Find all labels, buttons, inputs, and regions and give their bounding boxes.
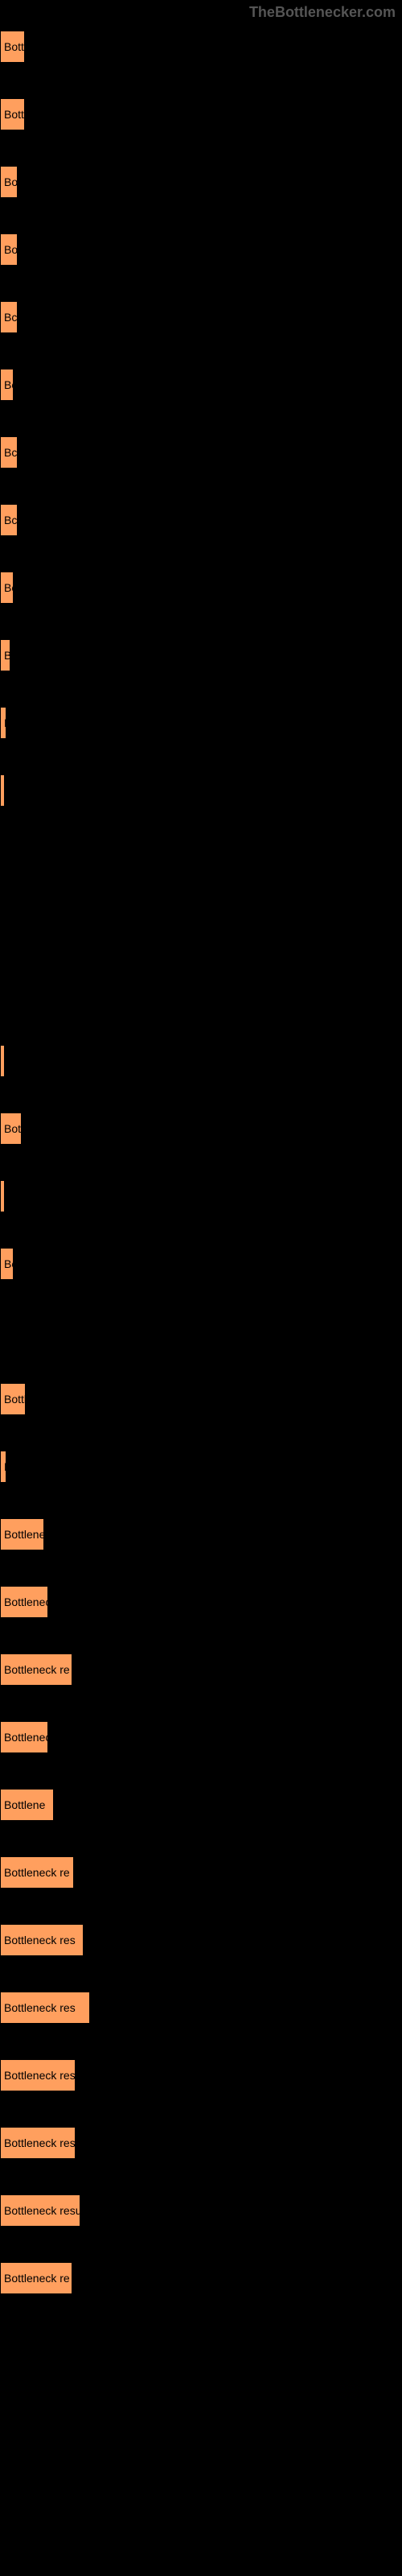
bar: Bottle bbox=[0, 1383, 26, 1415]
bar-label: Bottleneck resu bbox=[4, 2136, 76, 2149]
bar-label: Bott bbox=[4, 1122, 22, 1135]
bar: B bbox=[0, 707, 6, 739]
bar-label: Bc bbox=[4, 378, 14, 391]
bar-row: Bottlene bbox=[0, 1782, 402, 1827]
bar-label: B bbox=[4, 716, 6, 729]
bar-row: Bc bbox=[0, 1241, 402, 1286]
bar-row: Bottleneck re bbox=[0, 2256, 402, 2301]
bar-row bbox=[0, 1174, 402, 1219]
bar: Bottleneck resu bbox=[0, 2127, 76, 2159]
bar bbox=[0, 774, 5, 807]
bar-label: Bo bbox=[4, 243, 18, 256]
bar-row: Bo bbox=[0, 159, 402, 204]
bar-row bbox=[0, 903, 402, 948]
bar-label: Bottleneck resu bbox=[4, 2204, 80, 2217]
bar-row: Bottleneck bbox=[0, 1715, 402, 1760]
bar-label: Bc bbox=[4, 311, 17, 324]
bar-label: Bottleneck res bbox=[4, 1934, 76, 1946]
bar: Bc bbox=[0, 572, 14, 604]
bar-label: Bc bbox=[4, 581, 14, 594]
bar: Bottlenec bbox=[0, 1518, 44, 1550]
bar: Bottleneck resu bbox=[0, 2059, 76, 2091]
bar: Bottleneck res bbox=[0, 1924, 84, 1956]
bar: Bottl bbox=[0, 98, 25, 130]
bar: B bbox=[0, 1451, 6, 1483]
bar: Bottleneck bbox=[0, 1586, 48, 1618]
bar-row: Bottlenec bbox=[0, 1512, 402, 1557]
bar-row bbox=[0, 1309, 402, 1354]
bar-label: Bottle bbox=[4, 1393, 26, 1406]
bar-label: Bottlene bbox=[4, 1798, 45, 1811]
bar-label: Bottleneck re bbox=[4, 1866, 70, 1879]
bar: Bottleneck re bbox=[0, 2262, 72, 2294]
bar-label: Bottleneck bbox=[4, 1596, 48, 1608]
bar: B bbox=[0, 639, 10, 671]
bar-row: Bott bbox=[0, 1106, 402, 1151]
bar bbox=[0, 1045, 5, 1077]
bar-row: B bbox=[0, 1444, 402, 1489]
bar-row: Bc bbox=[0, 497, 402, 543]
bar-label: Bc bbox=[4, 1257, 14, 1270]
bar: Bottleneck res bbox=[0, 1992, 90, 2024]
bar-row bbox=[0, 836, 402, 881]
bar-label: Bo bbox=[4, 175, 18, 188]
bar-label: Bottleneck re bbox=[4, 1663, 70, 1676]
bar-row: Bc bbox=[0, 565, 402, 610]
bar: Bo bbox=[0, 166, 18, 198]
bar-label: B bbox=[4, 649, 10, 662]
bar-label: Bottleneck res bbox=[4, 2001, 76, 2014]
bar-row: B bbox=[0, 633, 402, 678]
bar-row: Bottle bbox=[0, 1377, 402, 1422]
bar-row: B bbox=[0, 700, 402, 745]
bar-label: Bottleneck re bbox=[4, 2272, 70, 2285]
bar bbox=[0, 1180, 5, 1212]
bar-label: B bbox=[4, 1460, 6, 1473]
bar: Bottleneck re bbox=[0, 1856, 74, 1889]
bar-row: Bottleneck re bbox=[0, 1647, 402, 1692]
bar-row bbox=[0, 971, 402, 1016]
bar: Bottleneck bbox=[0, 1721, 48, 1753]
bar-row bbox=[0, 1038, 402, 1084]
bar-label: Bc bbox=[4, 446, 17, 459]
bar-label: Bottl bbox=[4, 40, 25, 53]
bar-row: Bottleneck resu bbox=[0, 2120, 402, 2165]
bar: Bottleneck re bbox=[0, 1653, 72, 1686]
bar-row: Bottl bbox=[0, 92, 402, 137]
bar-row: Bottleneck resu bbox=[0, 2188, 402, 2233]
bar-label: Bottleneck resu bbox=[4, 2069, 76, 2082]
bar-label: Bottl bbox=[4, 108, 25, 121]
bar: Bott bbox=[0, 1113, 22, 1145]
bar-row: Bottleneck resu bbox=[0, 2053, 402, 2098]
bar-row bbox=[0, 768, 402, 813]
bar-row: Bottl bbox=[0, 24, 402, 69]
watermark: TheBottlenecker.com bbox=[249, 4, 396, 21]
bar-label: Bc bbox=[4, 514, 17, 526]
bar: Bc bbox=[0, 369, 14, 401]
bar-row: Bc bbox=[0, 362, 402, 407]
bar-row: Bottleneck res bbox=[0, 1918, 402, 1963]
bar-label: Bottleneck bbox=[4, 1731, 48, 1744]
bar-row: Bc bbox=[0, 430, 402, 475]
bar: Bo bbox=[0, 233, 18, 266]
bar: Bc bbox=[0, 504, 18, 536]
bar-row: Bo bbox=[0, 227, 402, 272]
bar: Bc bbox=[0, 301, 18, 333]
bar-label: Bottlenec bbox=[4, 1528, 44, 1541]
bar-row: Bc bbox=[0, 295, 402, 340]
bar: Bottleneck resu bbox=[0, 2194, 80, 2227]
bar: Bc bbox=[0, 436, 18, 469]
bar-row: Bottleneck res bbox=[0, 1985, 402, 2030]
bar-row: Bottleneck re bbox=[0, 1850, 402, 1895]
bar: Bottl bbox=[0, 31, 25, 63]
bar: Bc bbox=[0, 1248, 14, 1280]
bar: Bottlene bbox=[0, 1789, 54, 1821]
bar-chart: Bottl Bottl Bo Bo Bc Bc Bc Bc Bc B B Bott Bc Bottle B B… bbox=[0, 0, 402, 2339]
bar-row: Bottleneck bbox=[0, 1579, 402, 1624]
